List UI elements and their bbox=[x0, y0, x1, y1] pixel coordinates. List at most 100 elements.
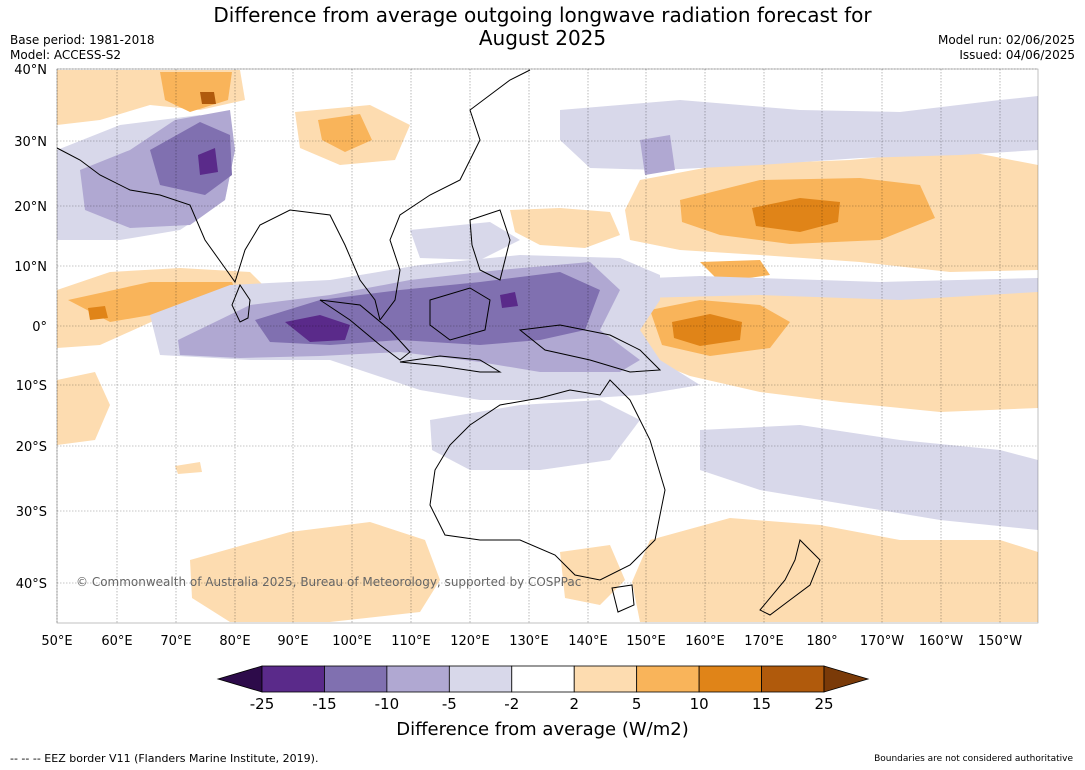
lat-label: 20°N bbox=[14, 200, 47, 215]
positive-region bbox=[510, 208, 620, 248]
eez-note: -- -- -- EEZ border V11 (Flanders Marine… bbox=[10, 752, 319, 765]
negative-region bbox=[285, 315, 350, 342]
east-asia-coast bbox=[379, 69, 531, 321]
boundaries-note: Boundaries are not considered authoritat… bbox=[874, 754, 1073, 764]
tasmania bbox=[611, 584, 635, 613]
positive-region bbox=[672, 314, 742, 346]
model-run: Model run: 02/06/2025 bbox=[937, 33, 1075, 47]
lon-label: 130°E bbox=[509, 634, 549, 649]
colorbar-bin bbox=[698, 665, 762, 693]
issued-date: Issued: 04/06/2025 bbox=[959, 48, 1075, 62]
sumatra bbox=[319, 299, 411, 361]
lon-label: 50°E bbox=[41, 634, 72, 649]
lat-label: 10°N bbox=[14, 260, 47, 275]
positive-region bbox=[560, 545, 625, 605]
positive-region bbox=[88, 306, 108, 320]
negative-region bbox=[600, 276, 1038, 300]
colorbar-min-arrow bbox=[216, 665, 263, 693]
colorbar-tick: -15 bbox=[312, 695, 337, 713]
title-line-2: August 2025 bbox=[478, 26, 607, 50]
lon-label: 60°E bbox=[101, 634, 132, 649]
positive-region bbox=[700, 260, 770, 282]
positive-region bbox=[68, 282, 240, 322]
positive-region bbox=[752, 198, 840, 232]
graticule bbox=[56, 68, 1038, 623]
colorbar-bin bbox=[448, 665, 513, 693]
lat-label: 30°S bbox=[16, 505, 47, 520]
lon-label: 150°E bbox=[626, 634, 666, 649]
colorbar-tick-labels: -25 -15 -10 -5 -2 2 5 10 15 25 bbox=[250, 695, 834, 713]
positive-region bbox=[190, 522, 440, 622]
lon-label: 110°E bbox=[391, 634, 431, 649]
colorbar-tick: 15 bbox=[752, 695, 771, 713]
australia-coast bbox=[429, 379, 666, 581]
lat-label: 30°N bbox=[14, 135, 47, 150]
lon-label: 70°E bbox=[160, 634, 191, 649]
negative-region bbox=[410, 222, 520, 260]
colorbar-max-arrow bbox=[823, 665, 870, 693]
lon-label: 80°E bbox=[219, 634, 250, 649]
philippines bbox=[469, 209, 511, 281]
colorbar-bin bbox=[511, 665, 575, 693]
colorbar-bin bbox=[761, 665, 825, 693]
run-info: Model run: 02/06/2025 Issued: 04/06/2025 bbox=[938, 33, 1075, 63]
negative-region bbox=[150, 122, 232, 195]
map-title: Difference from average outgoing longwav… bbox=[0, 4, 1085, 50]
lon-label: 140°E bbox=[568, 634, 608, 649]
lat-label: 40°N bbox=[14, 63, 47, 78]
lon-label: 180° bbox=[806, 634, 837, 649]
lat-label: 40°S bbox=[16, 577, 47, 592]
colorbar bbox=[216, 665, 870, 693]
colorbar-tick: -5 bbox=[442, 695, 457, 713]
positive-region bbox=[175, 462, 202, 474]
lon-label: 170°W bbox=[860, 634, 904, 649]
lon-label: 100°E bbox=[332, 634, 372, 649]
colorbar-tick: -25 bbox=[250, 695, 275, 713]
colorbar-tick: -2 bbox=[504, 695, 519, 713]
title-line-1: Difference from average outgoing longwav… bbox=[213, 3, 872, 27]
colorbar-tick: 10 bbox=[690, 695, 709, 713]
base-period: Base period: 1981-2018 bbox=[10, 33, 155, 47]
model-info: Base period: 1981-2018 Model: ACCESS-S2 bbox=[10, 33, 155, 63]
latitude-labels: 40°N 30°N 20°N 10°N 0° 10°S 20°S 30°S 40°S bbox=[14, 63, 47, 592]
legend-title: Difference from average (W/m2) bbox=[396, 719, 689, 740]
map-frame bbox=[56, 68, 1039, 624]
lon-label: 160°E bbox=[685, 634, 725, 649]
new-guinea bbox=[518, 324, 662, 373]
positive-region bbox=[318, 114, 372, 152]
positive-region bbox=[57, 372, 110, 445]
sri-lanka bbox=[231, 283, 251, 323]
south-asia-coast bbox=[57, 147, 381, 321]
colorbar-bin bbox=[261, 665, 325, 693]
negative-region bbox=[640, 135, 675, 175]
colorbar-tick: 2 bbox=[569, 695, 579, 713]
negative-region bbox=[500, 292, 518, 308]
lon-label: 120°E bbox=[450, 634, 490, 649]
colorbar-bin bbox=[636, 665, 700, 693]
model-name: Model: ACCESS-S2 bbox=[10, 48, 122, 62]
coastlines bbox=[57, 69, 821, 616]
colorbar-tick: -10 bbox=[375, 695, 400, 713]
positive-region bbox=[200, 92, 216, 104]
map-field bbox=[57, 69, 1038, 623]
lat-label: 20°S bbox=[16, 440, 47, 455]
negative-region bbox=[198, 148, 218, 175]
lon-label: 150°W bbox=[978, 634, 1022, 649]
lon-label: 170°E bbox=[744, 634, 784, 649]
negative-region bbox=[430, 400, 640, 470]
copyright-text: © Commonwealth of Australia 2025, Bureau… bbox=[76, 575, 581, 589]
positive-region bbox=[632, 518, 1038, 622]
negative-region bbox=[700, 425, 1038, 530]
lat-label: 10°S bbox=[16, 379, 47, 394]
new-zealand bbox=[759, 539, 821, 616]
java bbox=[399, 355, 502, 373]
colorbar-bin bbox=[324, 665, 388, 693]
borneo bbox=[429, 287, 491, 341]
colorbar-bin bbox=[386, 665, 450, 693]
colorbar-tick: 25 bbox=[814, 695, 833, 713]
negative-region bbox=[560, 96, 1038, 170]
lon-label: 160°W bbox=[919, 634, 963, 649]
lon-label: 90°E bbox=[277, 634, 308, 649]
colorbar-tick: 5 bbox=[632, 695, 642, 713]
